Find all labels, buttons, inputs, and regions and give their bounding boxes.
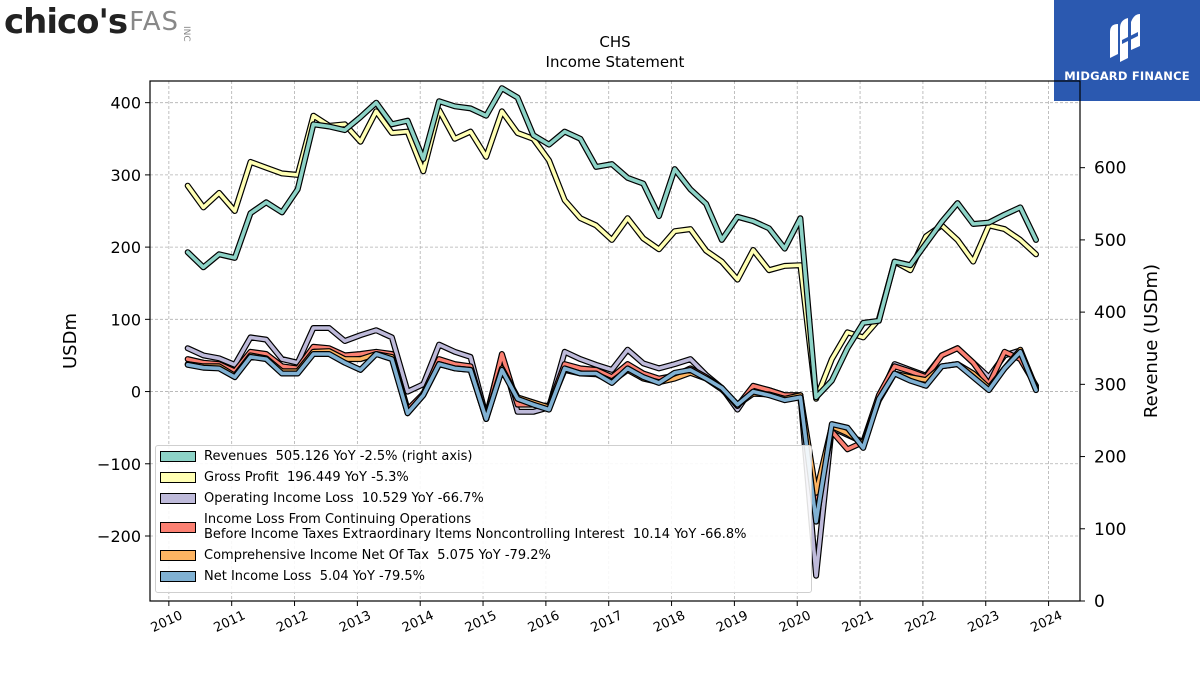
legend-label-pretax-income: Income Loss From Continuing Operations B…	[204, 512, 747, 542]
x-tick-label-5: 2015	[463, 608, 499, 636]
legend-swatch-comprehensive-income	[160, 550, 196, 561]
chicos-fas-logo: chico's FAS INC	[4, 2, 191, 42]
left-tick-label-5: 300	[110, 166, 141, 185]
x-tick-label-8: 2018	[651, 608, 687, 636]
x-tick-label-11: 2021	[840, 608, 876, 636]
midgard-mark-icon	[1110, 14, 1140, 62]
legend-item-comprehensive-income: Comprehensive Income Net Of Tax 5.075 Yo…	[160, 548, 807, 563]
left-tick-label-4: 200	[110, 238, 141, 257]
x-tick-label-6: 2016	[526, 608, 562, 636]
x-tick-label-1: 2011	[212, 608, 248, 636]
legend-item-revenues: Revenues 505.126 YoY -2.5% (right axis)	[160, 449, 807, 464]
left-tick-label-6: 400	[110, 94, 141, 113]
legend-item-gross-profit: Gross Profit 196.449 YoY -5.3%	[160, 470, 807, 485]
right-axis-ticks: 0 100 200 300 400 500 600	[1080, 159, 1126, 612]
legend-label-operating-income: Operating Income Loss 10.529 YoY -66.7%	[204, 491, 484, 506]
left-tick-label-1: −100	[97, 455, 141, 474]
legend-label-revenues: Revenues 505.126 YoY -2.5% (right axis)	[204, 449, 473, 464]
chart-legend: Revenues 505.126 YoY -2.5% (right axis) …	[155, 445, 812, 593]
x-tick-label-7: 2017	[589, 608, 625, 636]
x-tick-label-14: 2024	[1028, 608, 1064, 636]
left-tick-label-3: 100	[110, 310, 141, 329]
x-tick-label-0: 2010	[149, 608, 185, 636]
x-tick-label-9: 2019	[714, 608, 750, 636]
right-tick-label-1: 100	[1094, 520, 1126, 540]
legend-label-net-income: Net Income Loss 5.04 YoY -79.5%	[204, 569, 426, 584]
right-tick-label-5: 500	[1094, 231, 1126, 251]
x-tick-label-10: 2020	[777, 608, 813, 636]
logo-inc-text: INC	[181, 26, 192, 42]
series-line-revenues	[185, 86, 1038, 400]
left-axis-label: USDm	[60, 313, 81, 369]
logo-company-name: MIDGARD FINANCE	[1064, 69, 1190, 83]
left-tick-label-0: −200	[97, 527, 141, 546]
right-tick-label-6: 600	[1094, 159, 1126, 179]
left-tick-label-2: 0	[131, 383, 141, 402]
series-line-net	[185, 349, 1038, 524]
legend-item-pretax-income: Income Loss From Continuing Operations B…	[160, 512, 807, 542]
logo-brand-text: chico's	[4, 2, 128, 42]
x-tick-label-2: 2012	[274, 608, 310, 636]
midgard-finance-logo: MIDGARD FINANCE	[1054, 0, 1200, 101]
legend-label-gross-profit: Gross Profit 196.449 YoY -5.3%	[204, 470, 409, 485]
plot-frame	[149, 80, 1081, 602]
left-axis-ticks: −200 −100 0 100 200 300 400	[97, 94, 150, 546]
right-axis-label: Revenue (USDm)	[1141, 264, 1162, 418]
right-tick-label-2: 200	[1094, 448, 1126, 468]
legend-item-operating-income: Operating Income Loss 10.529 YoY -66.7%	[160, 491, 807, 506]
series-group	[184, 85, 1039, 579]
legend-swatch-gross-profit	[160, 472, 196, 483]
chart-title: CHS	[599, 33, 630, 51]
right-tick-label-3: 300	[1094, 375, 1126, 395]
legend-swatch-revenues	[160, 451, 196, 462]
legend-swatch-pretax-income	[160, 521, 196, 533]
legend-label-comprehensive-income: Comprehensive Income Net Of Tax 5.075 Yo…	[204, 548, 551, 563]
x-axis-ticks: 2010 2011 2012 2013 2014 2015 2016 2017 2018 2019…	[149, 601, 1065, 636]
x-tick-label-12: 2022	[903, 608, 939, 636]
logo-suffix-text: FAS	[129, 7, 180, 37]
x-tick-label-13: 2023	[966, 608, 1002, 636]
x-tick-label-4: 2014	[400, 608, 436, 636]
chart-subtitle: Income Statement	[546, 53, 685, 71]
legend-swatch-net-income	[160, 571, 196, 582]
x-tick-label-3: 2013	[337, 608, 373, 636]
right-tick-label-0: 0	[1094, 592, 1105, 612]
right-tick-label-4: 400	[1094, 303, 1126, 323]
legend-swatch-operating-income	[160, 493, 196, 504]
legend-item-net-income: Net Income Loss 5.04 YoY -79.5%	[160, 569, 807, 584]
